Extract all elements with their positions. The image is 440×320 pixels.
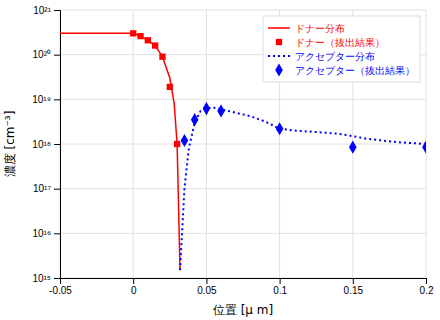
y-tick-mark xyxy=(54,10,60,11)
plot-area: -0.05 0 0.05 0.1 0.15 0.2 10¹⁵ 10¹⁶ 10¹⁷ 10¹⁸ 10¹⁹… xyxy=(32,5,434,296)
y-tick-mark xyxy=(54,144,60,145)
point xyxy=(422,141,426,154)
point xyxy=(174,141,180,147)
grid-line-x xyxy=(206,10,207,278)
point xyxy=(217,104,225,117)
series-points xyxy=(130,30,180,147)
y-axis-line xyxy=(54,11,61,279)
point xyxy=(181,134,189,147)
series-points xyxy=(181,102,426,154)
point xyxy=(203,102,211,115)
legend-label: アクセプター（抜出結果） xyxy=(295,65,415,76)
y-tick-label: 10²¹ xyxy=(33,5,51,16)
point xyxy=(145,37,151,43)
y-tick-mark xyxy=(54,55,60,56)
x-tick-mark xyxy=(133,278,134,284)
x-axis: -0.05 0 0.05 0.1 0.15 0.2 xyxy=(49,278,434,296)
series-line xyxy=(60,33,180,270)
grid xyxy=(60,10,426,278)
legend-item: アクセプター（抜出結果） xyxy=(275,63,415,76)
y-tick-label: 10¹⁶ xyxy=(32,228,51,239)
y-tick-mark xyxy=(54,278,60,279)
x-axis-title: 位置 [μ m] xyxy=(213,303,273,317)
y-tick-mark xyxy=(54,189,60,190)
legend: ドナー分布ドナー（抜出結果） アクセプター分布アクセプター（抜出結果） xyxy=(263,16,420,82)
x-tick-label: -0.05 xyxy=(49,285,72,296)
x-tick-label: 0.05 xyxy=(197,285,217,296)
legend-swatch xyxy=(268,55,290,57)
legend-swatch xyxy=(276,39,282,45)
legend-box xyxy=(263,16,420,82)
legend-label: アクセプター分布 xyxy=(295,51,375,62)
x-tick: 0.1 xyxy=(273,278,287,296)
y-tick-label: 10¹⁸ xyxy=(32,139,51,150)
chart: -0.05 0 0.05 0.1 0.15 0.2 10¹⁵ 10¹⁶ 10¹⁷ 10¹⁸ 10¹⁹… xyxy=(0,0,440,320)
point xyxy=(191,113,199,126)
x-tick: 0 xyxy=(131,278,137,296)
grid-line-y xyxy=(60,188,426,189)
point xyxy=(167,84,173,90)
y-tick-mark xyxy=(54,99,60,100)
x-tick: -0.05 xyxy=(49,278,72,296)
grid-line-y xyxy=(60,233,426,234)
point xyxy=(137,33,143,39)
legend-item: アクセプター分布 xyxy=(268,51,375,62)
y-tick: 10²¹ xyxy=(33,5,60,16)
series-line xyxy=(180,108,426,270)
x-tick-mark xyxy=(280,278,281,284)
y-tick-mark xyxy=(54,233,60,234)
y-axis: 10¹⁵ 10¹⁶ 10¹⁷ 10¹⁸ 10¹⁹ 10²⁰ 10²¹ xyxy=(32,5,60,284)
x-tick-label: 0.15 xyxy=(344,285,364,296)
point xyxy=(130,30,136,36)
y-tick-label: 10¹⁹ xyxy=(32,94,51,105)
x-axis-line xyxy=(61,279,427,285)
grid-line-x xyxy=(133,10,134,278)
marks xyxy=(60,30,426,270)
x-tick-label: 0.1 xyxy=(273,285,287,296)
grid-line-y xyxy=(60,10,426,11)
y-tick-label: 10²⁰ xyxy=(33,49,51,60)
legend-item: ドナー（抜出結果） xyxy=(276,37,385,48)
legend-label: ドナー（抜出結果） xyxy=(295,37,385,48)
x-tick: 0.15 xyxy=(344,278,364,296)
x-tick-mark xyxy=(206,278,207,284)
point xyxy=(159,54,165,60)
x-tick-label: 0 xyxy=(131,285,137,296)
y-tick: 10¹⁹ xyxy=(32,94,60,105)
y-axis-title: 濃度 [cm⁻³] xyxy=(3,111,17,178)
point xyxy=(276,122,284,135)
grid-line-y xyxy=(60,144,426,145)
point xyxy=(349,141,357,154)
legend-swatch xyxy=(275,63,283,76)
grid-line-y xyxy=(60,99,426,100)
x-tick-mark xyxy=(353,278,354,284)
y-tick: 10²⁰ xyxy=(33,49,60,60)
y-tick: 10¹⁶ xyxy=(32,228,60,239)
legend-item: ドナー分布 xyxy=(268,23,345,34)
y-tick-label: 10¹⁷ xyxy=(33,183,51,194)
point xyxy=(152,42,158,48)
y-tick-label: 10¹⁵ xyxy=(32,273,51,284)
legend-swatch xyxy=(268,27,290,29)
legend-label: ドナー分布 xyxy=(295,23,345,34)
x-tick: 0.2 xyxy=(420,278,434,296)
y-tick: 10¹⁸ xyxy=(32,139,60,150)
x-tick-mark xyxy=(426,278,427,284)
y-tick: 10¹⁵ xyxy=(32,273,60,284)
y-tick: 10¹⁷ xyxy=(33,183,60,194)
x-tick: 0.05 xyxy=(197,278,217,296)
x-tick-label: 0.2 xyxy=(420,285,434,296)
